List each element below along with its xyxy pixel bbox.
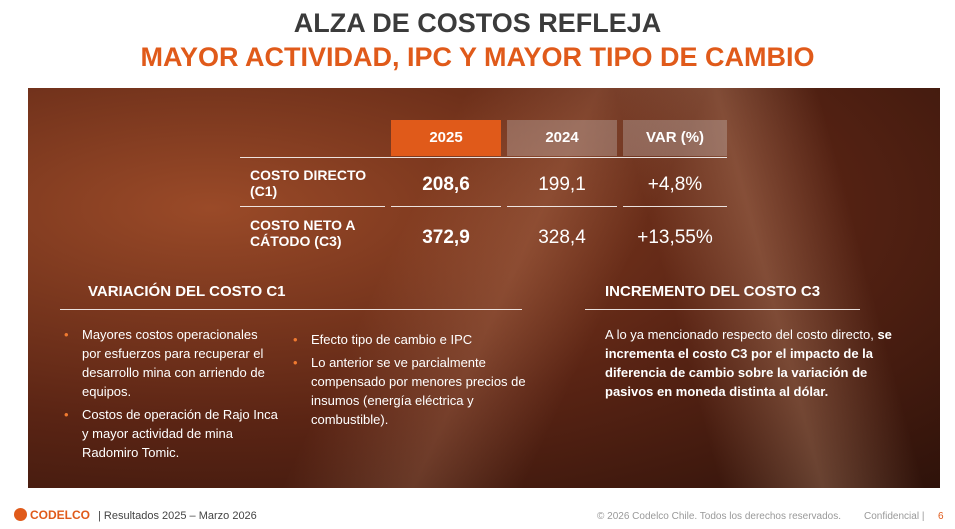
report: | Resultados 2025 – Marzo 2026 <box>98 510 257 522</box>
confidential: Confidencial | <box>864 511 925 522</box>
title-line2: MAYOR ACTIVIDAD, IPC Y MAYOR TIPO DE CAM… <box>140 42 815 72</box>
cell: +13,55% <box>637 227 713 248</box>
cell: 372,9 <box>422 227 470 248</box>
cell: 208,6 <box>422 174 470 195</box>
rule <box>391 206 501 207</box>
brand: CODELCO <box>14 508 90 522</box>
c3-heading: INCREMENTO DEL COSTO C3 <box>605 283 821 300</box>
bullet: Efecto tipo de cambio e IPC <box>293 330 533 349</box>
c3-bold: se incrementa el costo C3 por el impacto… <box>605 327 892 399</box>
header-cell: 2025 <box>391 120 501 156</box>
rule <box>60 309 522 310</box>
rule <box>623 206 727 207</box>
cell: 199,1 <box>538 174 586 195</box>
c1-heading: VARIACIÓN DEL COSTO C1 <box>88 283 286 300</box>
bullet: Costos de operación de Rajo Inca y mayor… <box>64 405 279 462</box>
bullet: Mayores costos operacionales por esfuerz… <box>64 325 279 401</box>
header-cell: VAR (%) <box>623 120 727 156</box>
rule <box>240 206 385 207</box>
logo <box>14 508 27 521</box>
page-number: 6 <box>938 511 944 522</box>
c1-right-list: Efecto tipo de cambio e IPC Lo anterior … <box>293 330 533 433</box>
row-label: COSTO DIRECTO (C1) <box>250 167 367 199</box>
cell: +4,8% <box>647 174 703 195</box>
row-label: COSTO NETO A CÁTODO (C3) <box>250 217 356 249</box>
brand-name: CODELCO <box>30 508 90 522</box>
header-cell: 2024 <box>507 120 617 156</box>
bullet: Lo anterior se ve parcialmente compensad… <box>293 353 533 429</box>
cell: 328,4 <box>538 227 586 248</box>
rule <box>585 309 860 310</box>
c3-plain: A lo ya mencionado respecto del costo di… <box>605 327 878 342</box>
copyright: © 2026 Codelco Chile. Todos los derechos… <box>597 511 841 522</box>
c1-left-list: Mayores costos operacionales por esfuerz… <box>64 325 279 466</box>
rule <box>507 206 617 207</box>
c3-text: A lo ya mencionado respecto del costo di… <box>605 325 895 401</box>
rule <box>240 157 727 158</box>
title-line1: ALZA DE COSTOS REFLEJA <box>293 8 662 38</box>
